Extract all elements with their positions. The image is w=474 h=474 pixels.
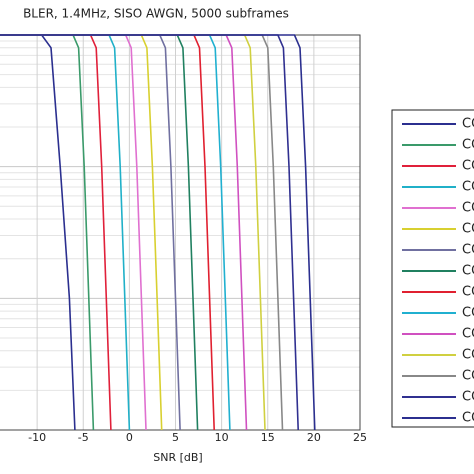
legend-label: CQI 6 xyxy=(462,222,474,237)
x-axis-label: SNR [dB] xyxy=(153,451,202,464)
legend-label: CQI 5 xyxy=(462,201,474,216)
legend-label: CQI 11 xyxy=(462,327,474,342)
x-tick-label: 5 xyxy=(172,431,179,444)
legend-label: CQI 7 xyxy=(462,243,474,258)
x-tick-label: -5 xyxy=(78,431,89,444)
series-line xyxy=(0,34,181,431)
legend-label: CQI 10 xyxy=(462,306,474,321)
legend-label: CQI 15 xyxy=(462,411,474,426)
legend-label: CQI 4 xyxy=(462,180,474,195)
series-line xyxy=(0,34,316,431)
x-tick-label: 25 xyxy=(353,431,367,444)
legend-label: CQI 13 xyxy=(462,369,474,384)
x-tick-label: 10 xyxy=(215,431,229,444)
chart-title: BLER, 1.4MHz, SISO AWGN, 5000 subframes xyxy=(23,7,289,21)
x-tick-label: -10 xyxy=(28,431,46,444)
series-line xyxy=(0,34,215,431)
legend-label: CQI 12 xyxy=(462,348,474,363)
series-line xyxy=(0,34,95,431)
series-line xyxy=(0,34,112,431)
legend-label: CQI 3 xyxy=(462,159,474,174)
legend-label: CQI 9 xyxy=(462,285,474,300)
legend-label: CQI 2 xyxy=(462,138,474,153)
legend-label: CQI 14 xyxy=(462,390,474,405)
legend-label: CQI 8 xyxy=(462,264,474,279)
x-tick-label: 20 xyxy=(307,431,321,444)
legend-box xyxy=(391,109,474,428)
x-tick-label: 0 xyxy=(126,431,133,444)
series-line xyxy=(0,34,266,431)
legend-label: CQI 1 xyxy=(462,117,474,132)
x-tick-label: 15 xyxy=(261,431,275,444)
